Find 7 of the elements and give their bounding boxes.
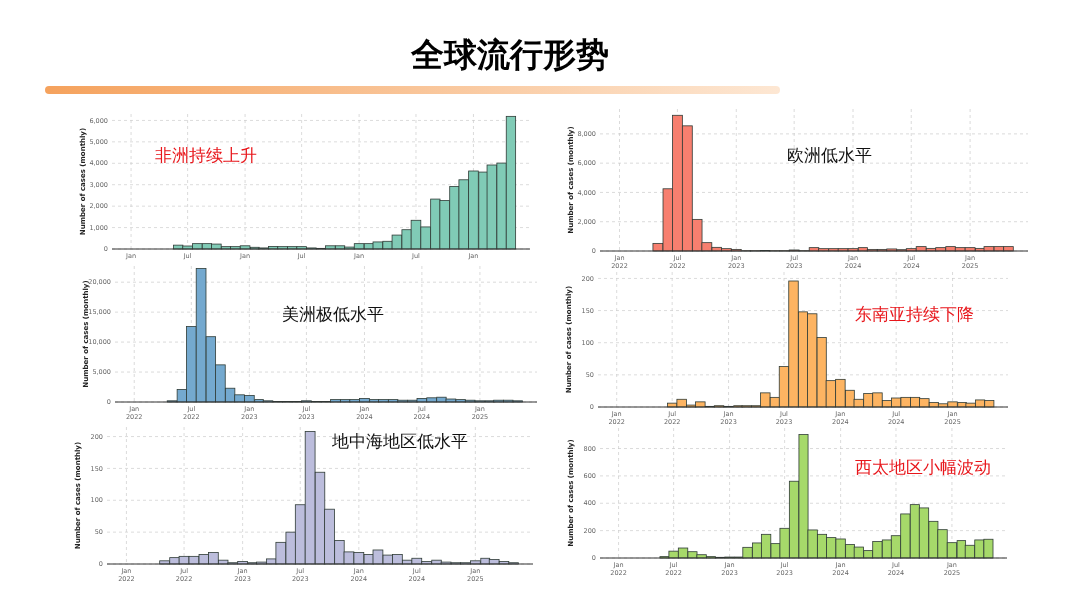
annotation: 东南亚持续下降 bbox=[855, 304, 974, 324]
annotation: 西太地区小幅波动 bbox=[855, 457, 991, 477]
annotation: 非洲持续上升 bbox=[155, 145, 257, 165]
annotation: 地中海地区低水平 bbox=[331, 431, 468, 451]
annotation: 美洲极低水平 bbox=[282, 304, 384, 324]
annotation: 欧洲低水平 bbox=[787, 145, 872, 165]
chart-title: 全球流行形势 bbox=[410, 35, 609, 74]
